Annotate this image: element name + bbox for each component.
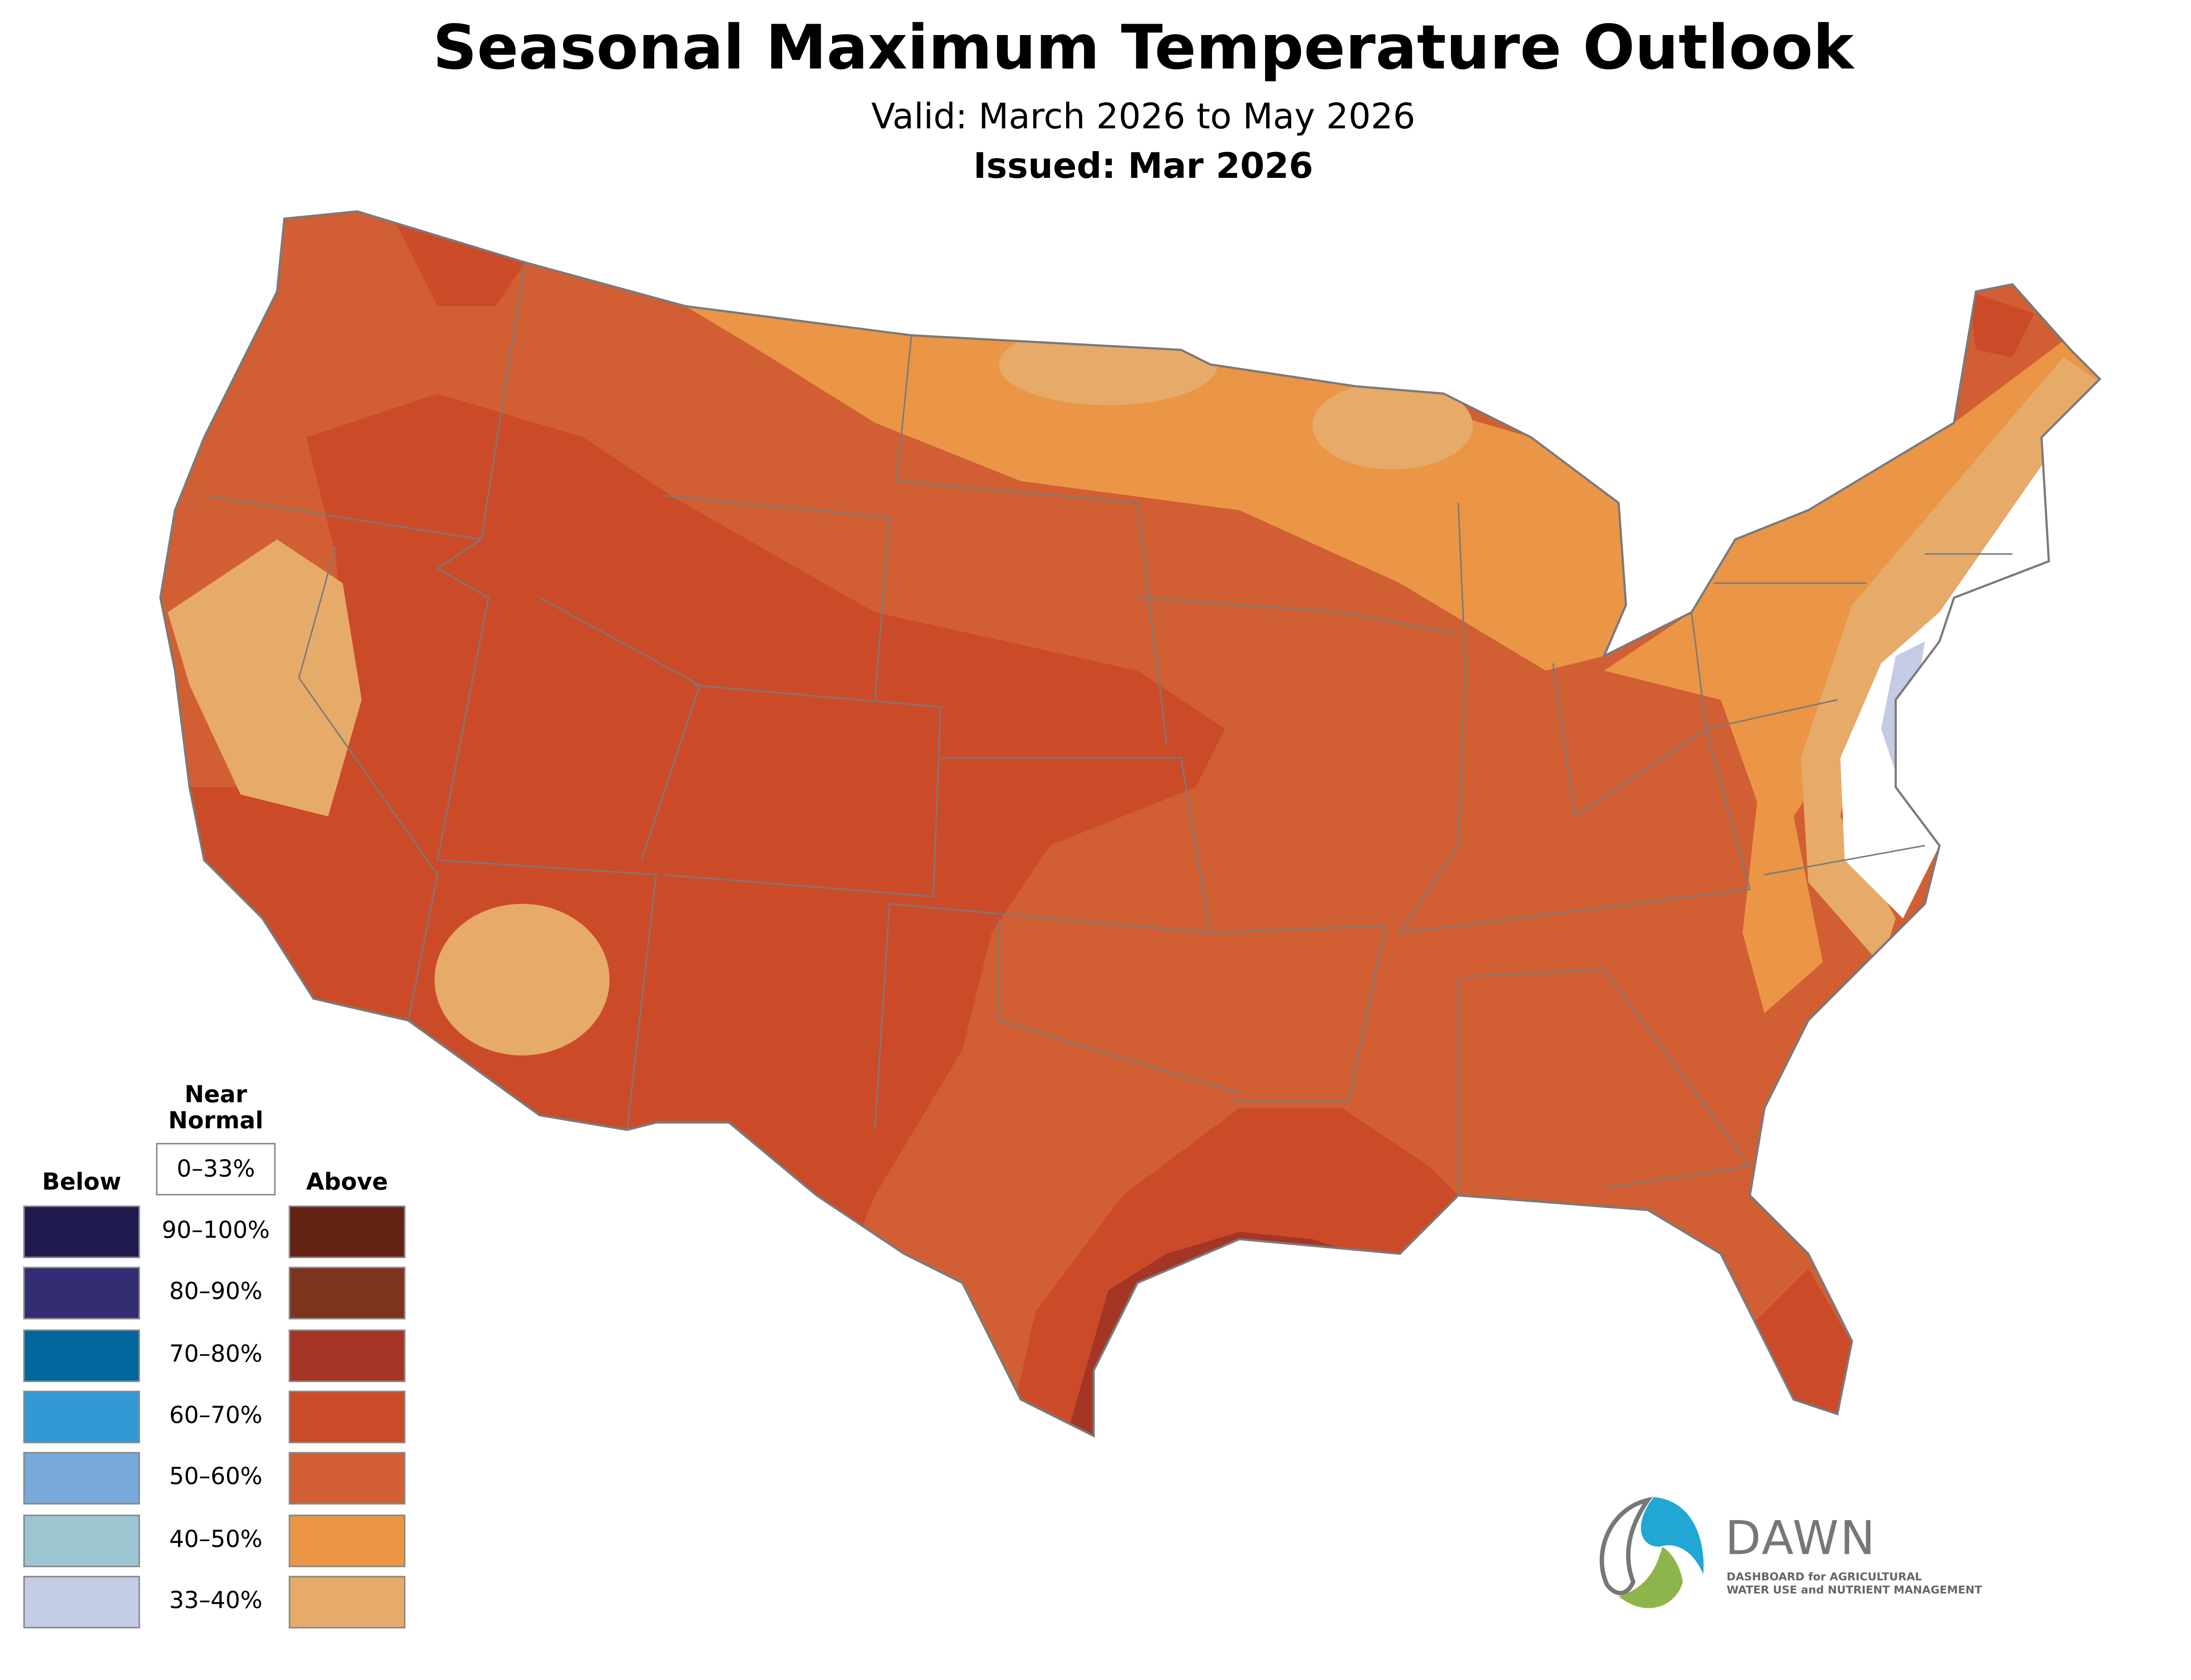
legend-above-swatch: [288, 1329, 406, 1382]
region-above-60-70-west: [189, 393, 1225, 1269]
legend-near-title-line2: Normal: [168, 1106, 264, 1135]
dawn-logo-mark: [1589, 1494, 1706, 1614]
legend-above-swatch: [288, 1390, 406, 1443]
region-above-33-40-north-dakota: [999, 323, 1218, 406]
region-above-33-40-california: [167, 539, 362, 817]
logo-name: DAWN: [1725, 1510, 1877, 1566]
legend-below-swatch: [23, 1514, 140, 1567]
legend-near-normal-range: 0–33%: [156, 1142, 276, 1195]
legend-above-swatch: [288, 1514, 406, 1567]
legend-below-swatch: [23, 1267, 140, 1320]
legend-range-label: 80–90%: [169, 1277, 262, 1305]
legend-above-swatch: [288, 1452, 406, 1505]
legend-above-label: Above: [306, 1167, 388, 1195]
legend-below-swatch: [23, 1329, 140, 1382]
region-above-60-70-florida: [1735, 1268, 1859, 1429]
region-above-33-40-wisconsin: [1312, 382, 1473, 470]
legend-below-swatch: [23, 1390, 140, 1443]
legend-near-normal-title: Near Normal: [146, 1080, 286, 1135]
legend-below-swatch: [23, 1575, 140, 1628]
page-title: Seasonal Maximum Temperature Outlook: [433, 11, 1854, 83]
legend-range-label: 70–80%: [169, 1339, 262, 1367]
legend-near-title-line1: Near: [184, 1080, 247, 1108]
legend-below-swatch: [23, 1452, 140, 1505]
logo-line1: DASHBOARD for AGRICULTURAL: [1727, 1570, 1922, 1583]
legend-below-swatch: [23, 1206, 140, 1258]
valid-period: Valid: March 2026 to May 2026: [871, 96, 1415, 137]
legend-above-swatch: [288, 1206, 406, 1258]
legend-range-label: 33–40%: [169, 1585, 262, 1614]
legend-above-swatch: [288, 1267, 406, 1320]
region-above-33-40-arizona: [434, 904, 610, 1056]
region-above-60-70-gulf: [1006, 1108, 1473, 1436]
legend-below-label: Below: [42, 1167, 121, 1195]
region-near-normal: [1840, 382, 2100, 919]
legend-range-label: 60–70%: [169, 1401, 262, 1429]
region-above-60-70-maine: [1968, 291, 2035, 357]
legend-range-label: 90–100%: [162, 1216, 270, 1244]
state-borders: [204, 262, 2013, 1195]
logo-line2: WATER USE and NUTRIENT MANAGEMENT: [1727, 1583, 1982, 1596]
legend-above-swatch: [288, 1575, 406, 1628]
legend-range-label: 50–60%: [169, 1462, 262, 1490]
legend-range-label: 40–50%: [169, 1524, 262, 1552]
issued-date: Issued: Mar 2026: [973, 145, 1313, 187]
